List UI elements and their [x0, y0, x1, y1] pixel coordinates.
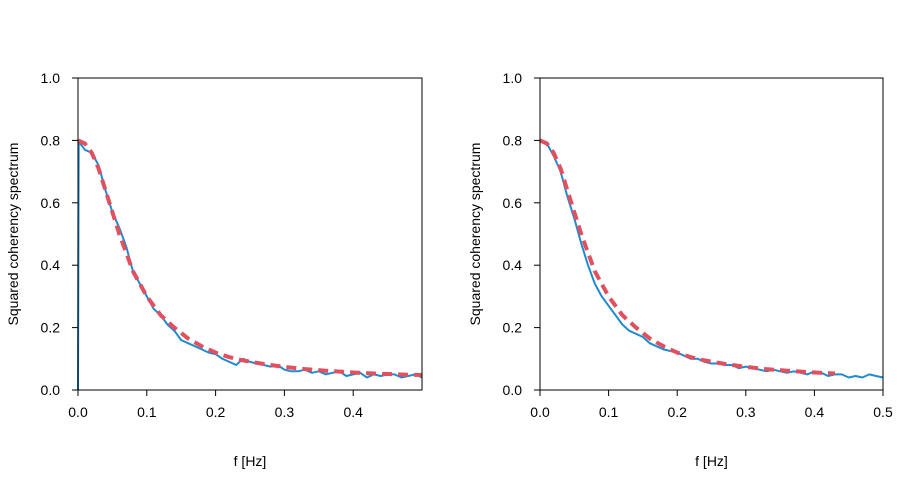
y-axis-label: Squared coherency spectrum	[5, 143, 21, 326]
x-tick-label: 0.0	[530, 404, 550, 420]
y-axis-label: Squared coherency spectrum	[467, 143, 483, 326]
left-coherency-panel: 0.0 0.1 0.2 0.3 0.4 0.0 0.2 0.4 0.6 0.8 1.0 f [Hz] S…	[5, 70, 423, 469]
y-tick-label: 0.8	[503, 132, 523, 148]
x-tick-label: 0.1	[599, 404, 619, 420]
x-tick-label: 0.2	[667, 404, 687, 420]
x-tick-label: 0.4	[805, 404, 825, 420]
estimated-coherency-line-2	[539, 139, 884, 379]
theoretical-coherency-line-1	[77, 138, 423, 377]
x-axis-label: f [Hz]	[234, 453, 267, 469]
y-tick-label: 0.2	[41, 320, 61, 336]
right-coherency-panel: 0.0 0.1 0.2 0.3 0.4 0.5 0.0 0.2 0.4 0.6 0.8 1.0 f [H…	[467, 70, 893, 469]
x-tick-label: 0.1	[137, 404, 157, 420]
plot-frame	[539, 77, 884, 391]
x-tick-label: 0.4	[343, 404, 363, 420]
y-tick-label: 1.0	[503, 70, 523, 86]
y-tick-label: 0.8	[41, 132, 61, 148]
y-tick-label: 0.0	[503, 382, 523, 398]
y-tick-label: 0.4	[503, 257, 523, 273]
x-tick-label: 0.3	[736, 404, 756, 420]
y-tick-label: 0.6	[503, 195, 523, 211]
x-axis-label: f [Hz]	[695, 453, 728, 469]
plot-frame	[77, 77, 423, 391]
y-tick-label: 0.4	[41, 257, 61, 273]
y-tick-label: 1.0	[41, 70, 61, 86]
x-tick-label: 0.0	[68, 404, 88, 420]
x-tick-label: 0.2	[206, 404, 226, 420]
theoretical-coherency-line-2	[539, 138, 836, 376]
y-tick-label: 0.6	[41, 195, 61, 211]
y-tick-label: 0.0	[41, 382, 61, 398]
x-tick-label: 0.5	[873, 404, 893, 420]
y-tick-label: 0.2	[503, 320, 523, 336]
x-tick-label: 0.3	[275, 404, 295, 420]
